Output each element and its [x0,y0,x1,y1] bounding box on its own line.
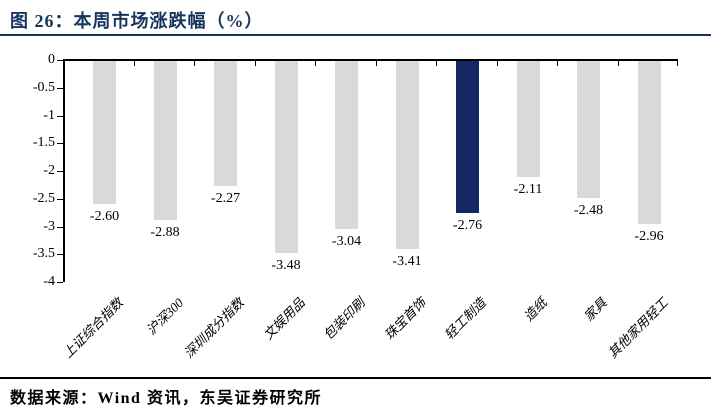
y-axis-tick [57,198,63,200]
category-axis-label: 其他家用轻工 [604,295,671,361]
bar-深圳成分指数 [214,60,237,186]
bar-家具 [577,60,600,198]
bar-value-label: -2.48 [573,202,604,218]
bar-其他家用轻工 [637,60,661,225]
bar-value-label: -2.96 [634,229,664,245]
zero-baseline [63,59,678,61]
bar-value-label: -2.27 [210,190,241,206]
bar-value-label: -2.76 [452,218,483,234]
y-axis-tick-label: -1.5 [32,135,55,151]
y-axis-tick [57,87,63,89]
y-axis-tick [57,115,63,117]
y-axis-tick [57,254,63,256]
category-axis-tick [133,60,135,66]
y-axis-tick-label: -2.5 [32,190,55,206]
bar-造纸 [516,60,540,178]
bar-包装印刷 [335,60,358,229]
bar-珠宝首饰 [395,60,419,250]
bar-value-label: -3.41 [392,254,422,270]
category-axis-label: 家具 [581,295,611,325]
bar-value-label: -2.88 [150,224,180,240]
y-axis-tick-label: -0.5 [32,79,55,95]
category-axis-tick [315,60,316,66]
data-source-note: 数据来源：Wind 资讯，东吴证券研究所 [10,390,322,407]
source-divider-line [0,377,711,379]
bar-value-label: -2.11 [513,182,543,198]
category-axis-tick [375,60,377,66]
category-axis-label: 珠宝首饰 [381,295,429,343]
y-axis-tick-label: -1 [43,107,55,123]
category-axis-tick [194,60,195,66]
y-axis-tick-label: -4 [43,274,55,289]
bar-highlighted-轻工制造 [456,60,479,214]
figure-title: 图 26：本周市场涨跌幅（%） [10,11,264,31]
y-axis-tick-label: -3.5 [32,246,55,262]
y-axis-tick-label: -2 [43,163,55,178]
category-axis-tick [677,60,678,66]
category-axis-label: 造纸 [520,295,550,325]
category-axis-label: 深圳成分指数 [181,295,248,361]
title-divider-line [0,34,711,36]
bar-value-label: -3.48 [271,258,301,274]
y-axis-tick [57,171,63,172]
category-axis-label: 上证综合指数 [60,295,127,361]
bar-value-label: -2.60 [89,209,120,225]
category-axis-tick [557,60,558,66]
bar-value-label: -3.04 [331,233,362,249]
y-axis-tick-label: 0 [48,52,55,67]
category-axis-tick [617,60,619,66]
bar-chart-plot-area: -2.60 上证综合指数 -2.88 沪深300 -2.27 深圳成分指数 -3.48 文娱用… [32,52,678,361]
y-axis-tick-label: -3 [43,218,55,234]
bar-上证综合指数 [93,60,116,205]
category-axis-tick [254,60,256,66]
y-axis-line [63,60,65,282]
category-axis-tick [436,60,437,66]
y-axis-tick [57,60,63,61]
category-axis-label: 文娱用品 [260,295,308,343]
category-axis-label: 轻工制造 [441,295,490,343]
category-axis-label: 包装印刷 [320,295,369,343]
y-axis-tick [57,143,63,145]
y-axis-tick [57,282,63,283]
bar-沪深300 [153,60,177,220]
category-axis-tick [496,60,498,66]
category-axis-label: 沪深300 [143,295,187,338]
bar-文娱用品 [274,60,298,254]
y-axis-tick [57,226,63,228]
